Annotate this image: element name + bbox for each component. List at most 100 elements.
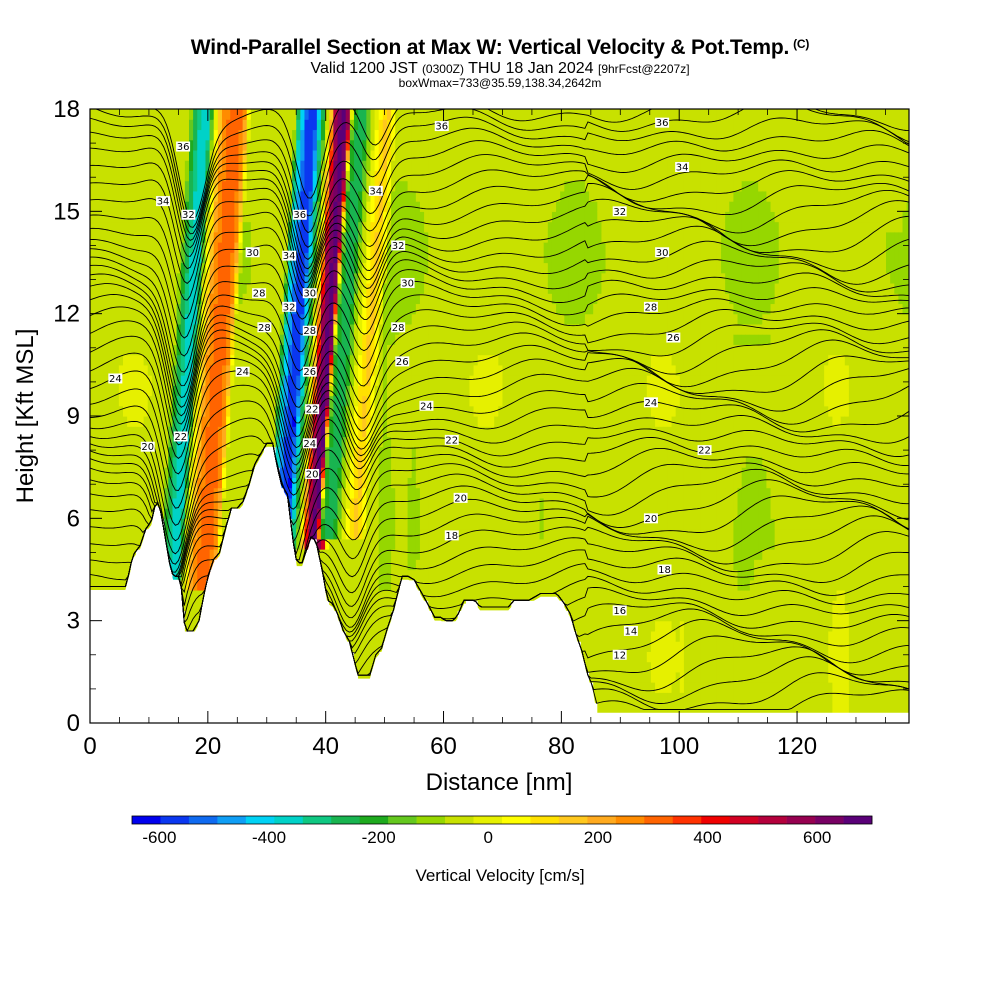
velocity-cell [432, 395, 438, 407]
velocity-cell [391, 139, 396, 151]
velocity-cell [172, 395, 178, 407]
velocity-cell [283, 446, 289, 458]
velocity-cell [518, 426, 524, 438]
velocity-cell [143, 497, 149, 509]
velocity-cell [139, 180, 145, 192]
velocity-cell [271, 405, 277, 417]
velocity-cell [448, 211, 454, 223]
velocity-cell [473, 579, 479, 591]
velocity-cell [440, 323, 446, 335]
velocity-cell [349, 569, 355, 581]
velocity-cell [370, 446, 376, 458]
velocity-cell [325, 467, 330, 478]
velocity-cell [139, 487, 145, 499]
velocity-cell [292, 395, 297, 407]
velocity-cell [440, 231, 446, 243]
velocity-cell [325, 180, 330, 192]
velocity-cell [250, 446, 256, 458]
velocity-cell [485, 538, 491, 550]
velocity-cell [155, 231, 161, 243]
velocity-cell [527, 385, 532, 397]
velocity-cell [358, 395, 363, 407]
velocity-cell [94, 569, 99, 581]
velocity-cell [131, 180, 136, 192]
velocity-cell [481, 456, 487, 468]
velocity-cell [316, 221, 322, 233]
velocity-cell [341, 508, 347, 519]
velocity-cell [444, 508, 450, 519]
velocity-cell [485, 190, 491, 202]
velocity-cell [374, 375, 380, 386]
velocity-cell [469, 170, 475, 182]
velocity-cell [527, 395, 532, 407]
velocity-cell [131, 518, 136, 530]
velocity-cell [226, 242, 231, 253]
velocity-cell [485, 160, 491, 171]
velocity-cell [221, 170, 227, 182]
velocity-cell [419, 416, 425, 427]
velocity-cell [424, 559, 429, 571]
velocity-cell [415, 221, 421, 233]
velocity-cell [135, 201, 141, 212]
velocity-cell [527, 129, 532, 141]
velocity-cell [366, 149, 372, 161]
velocity-cell [94, 211, 99, 223]
velocity-cell [329, 549, 334, 560]
velocity-cell [168, 446, 174, 458]
velocity-cell [411, 487, 417, 499]
velocity-cell [527, 446, 532, 458]
velocity-cell [502, 477, 508, 489]
velocity-cell [304, 149, 310, 161]
velocity-cell [333, 293, 339, 305]
velocity-cell [465, 436, 471, 448]
velocity-cell [531, 364, 537, 376]
velocity-cell [345, 508, 351, 519]
velocity-cell [267, 139, 273, 151]
velocity-cell [139, 364, 145, 376]
velocity-cell [358, 671, 363, 683]
velocity-cell [399, 497, 405, 509]
velocity-cell [151, 497, 157, 509]
velocity-cell [114, 579, 120, 591]
velocity-cell [246, 303, 252, 315]
velocity-cell [254, 231, 260, 243]
velocity-cell [349, 119, 355, 131]
velocity-cell [469, 518, 475, 530]
velocity-cell [143, 282, 149, 294]
velocity-cell [428, 518, 433, 530]
velocity-cell [349, 344, 355, 356]
velocity-cell [440, 344, 446, 356]
velocity-cell [514, 354, 520, 366]
velocity-cell [374, 119, 380, 131]
velocity-cell [494, 487, 499, 499]
velocity-cell [238, 405, 244, 417]
velocity-cell [217, 395, 223, 407]
velocity-cell [490, 395, 495, 407]
velocity-cell [131, 242, 136, 253]
velocity-cell [164, 221, 169, 233]
velocity-cell [366, 211, 372, 223]
velocity-cell [168, 180, 174, 192]
velocity-cell [226, 149, 231, 161]
velocity-cell [193, 129, 198, 141]
velocity-cell [523, 538, 528, 550]
velocity-cell [419, 170, 425, 182]
velocity-cell [436, 109, 442, 120]
velocity-cell [184, 497, 190, 509]
velocity-cell [391, 160, 396, 171]
velocity-cell [259, 344, 264, 356]
velocity-cell [440, 334, 446, 345]
velocity-cell [246, 211, 252, 223]
velocity-cell [494, 313, 499, 325]
velocity-cell [98, 416, 103, 427]
velocity-cell [345, 405, 351, 417]
velocity-cell [213, 293, 219, 305]
velocity-cell [370, 395, 376, 407]
velocity-cell [399, 436, 405, 448]
velocity-cell [143, 180, 149, 192]
velocity-cell [461, 538, 466, 550]
velocity-cell [444, 139, 450, 151]
velocity-cell [341, 354, 347, 366]
velocity-cell [448, 139, 454, 151]
velocity-cell [415, 119, 421, 131]
